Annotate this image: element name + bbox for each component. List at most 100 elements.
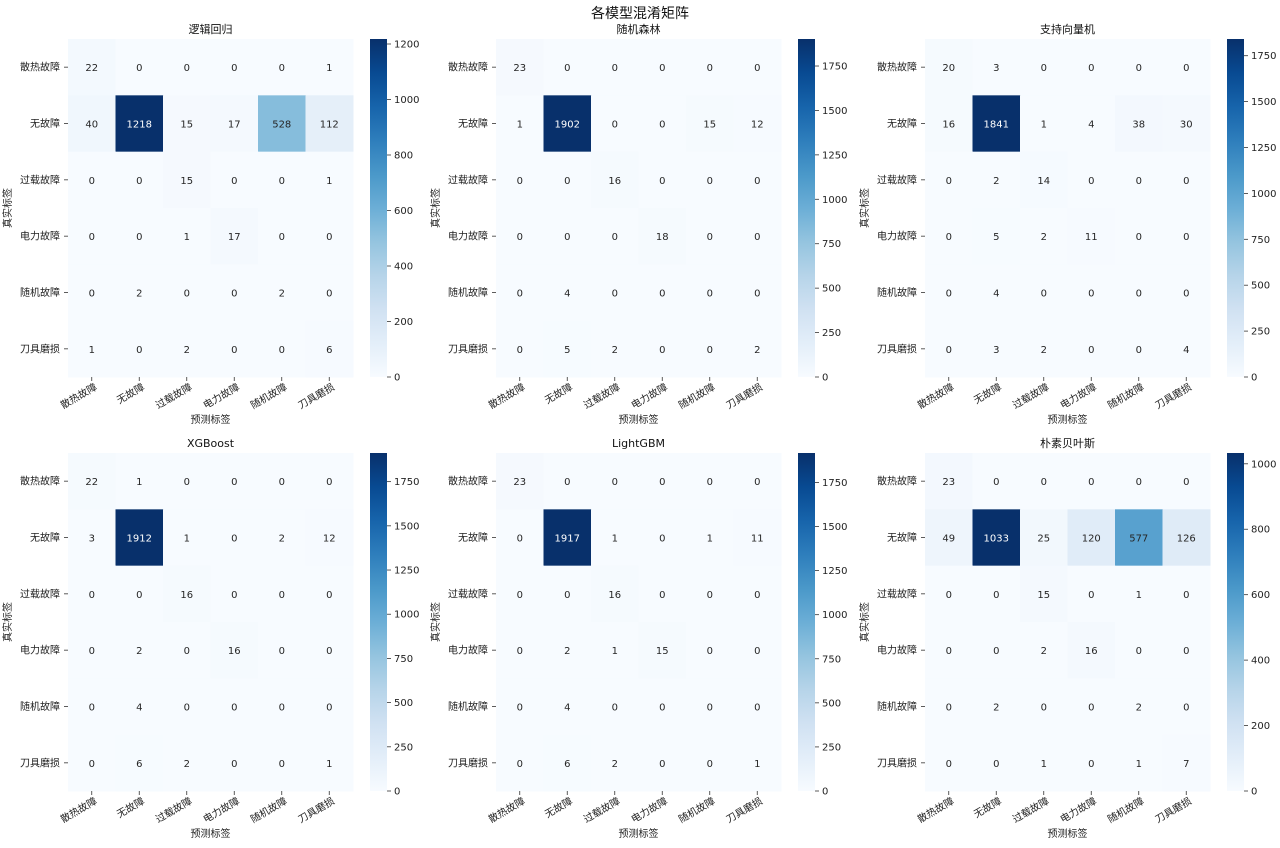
y-axis-label: 真实标签 — [1, 188, 14, 228]
cell-value-label: 2 — [754, 345, 760, 356]
heatmap-cell — [925, 95, 973, 153]
cell-value-label: 0 — [89, 759, 95, 770]
x-tick-label: 电力故障 — [201, 380, 242, 411]
heatmap-cell — [210, 678, 259, 736]
cell-value-label: 0 — [659, 534, 665, 545]
heatmap-cell — [1115, 264, 1163, 322]
colorbar-tick-label: 1750 — [822, 62, 847, 73]
page-title: 各模型混淆矩阵 — [591, 6, 689, 22]
heatmap-cell — [1115, 678, 1163, 736]
heatmap-cell — [543, 734, 592, 792]
cell-value-label: 6 — [326, 345, 332, 356]
heatmap-cell — [925, 734, 973, 792]
cell-value-label: 0 — [1136, 289, 1142, 300]
heatmap-cell — [210, 734, 259, 792]
colorbar — [798, 39, 815, 377]
cell-value-label: 0 — [659, 289, 665, 300]
heatmap-cell — [638, 622, 687, 679]
heatmap-cell — [638, 151, 687, 209]
cell-value-label: 23 — [513, 63, 526, 74]
cell-value-label: 0 — [946, 759, 952, 770]
cell-value-label: 17 — [228, 232, 241, 243]
cell-value-label: 0 — [1136, 232, 1142, 243]
cell-value-label: 0 — [517, 703, 523, 714]
heatmap-cell — [210, 453, 259, 510]
heatmap-cell — [925, 39, 973, 96]
cell-value-label: 0 — [754, 590, 760, 601]
colorbar-tick-label: 1000 — [394, 95, 419, 106]
cell-value-label: 3 — [993, 345, 999, 356]
cell-value-label: 0 — [659, 63, 665, 74]
y-tick-label: 刀具磨损 — [877, 342, 917, 355]
cell-value-label: 2 — [184, 345, 190, 356]
heatmap-cell — [258, 39, 306, 96]
heatmap-cell — [68, 151, 116, 209]
heatmap-cell — [68, 678, 116, 736]
heatmap-cell — [1162, 320, 1211, 378]
colorbar — [370, 39, 387, 377]
heatmap-title: 朴素贝叶斯 — [1040, 436, 1095, 450]
cell-value-label: 0 — [89, 703, 95, 714]
cell-value-label: 0 — [1183, 63, 1189, 74]
cell-value-label: 0 — [1088, 63, 1094, 74]
x-tick-label: 刀具磨损 — [724, 794, 765, 825]
cell-value-label: 0 — [612, 63, 618, 74]
x-tick-label: 无故障 — [542, 794, 574, 820]
heatmap-cell — [733, 453, 782, 510]
cell-value-label: 0 — [1088, 289, 1094, 300]
colorbar-tick-label: 1500 — [394, 521, 419, 532]
heatmap-cell — [210, 151, 259, 209]
heatmap-cell — [972, 565, 1021, 623]
cell-value-label: 1 — [326, 176, 332, 187]
heatmap-cell — [972, 320, 1021, 378]
colorbar-tick-label: 1500 — [1251, 97, 1276, 108]
heatmap-cell — [1020, 565, 1068, 623]
colorbar-tick-label: 1000 — [1251, 189, 1276, 200]
y-tick-label: 电力故障 — [20, 644, 60, 657]
heatmap-cell — [686, 151, 734, 209]
heatmap-cell — [210, 320, 259, 378]
cell-value-label: 0 — [1183, 703, 1189, 714]
heatmap-cell — [163, 678, 211, 736]
heatmap-cell — [163, 95, 211, 153]
cell-value-label: 1 — [136, 477, 142, 488]
cell-value-label: 38 — [1132, 120, 1145, 131]
cell-value-label: 0 — [612, 289, 618, 300]
cell-value-label: 0 — [659, 477, 665, 488]
heatmap-cell — [1162, 453, 1211, 510]
cell-value-label: 0 — [946, 345, 952, 356]
cell-value-label: 0 — [1041, 477, 1047, 488]
heatmap-cell — [163, 622, 211, 679]
heatmap-cell — [258, 208, 306, 265]
cell-value-label: 0 — [517, 646, 523, 657]
heatmap-cell — [686, 678, 734, 736]
heatmap-cell — [638, 39, 687, 96]
cell-value-label: 2 — [1041, 646, 1047, 657]
x-tick-label: 过载故障 — [581, 794, 622, 825]
heatmap-cell — [1162, 678, 1211, 736]
y-tick-label: 电力故障 — [877, 644, 917, 657]
heatmap-cell — [591, 678, 639, 736]
heatmap-cell — [1020, 95, 1068, 153]
cell-value-label: 0 — [1136, 63, 1142, 74]
cell-value-label: 0 — [1088, 703, 1094, 714]
heatmap-cell — [305, 320, 354, 378]
heatmap-cell — [68, 622, 116, 679]
cell-value-label: 15 — [1037, 590, 1050, 601]
cell-value-label: 16 — [180, 590, 193, 601]
y-axis-label: 真实标签 — [1, 602, 14, 642]
cell-value-label: 0 — [754, 646, 760, 657]
heatmap-cell — [1020, 151, 1068, 209]
heatmap-cell — [1162, 264, 1211, 322]
cell-value-label: 15 — [180, 176, 193, 187]
y-tick-label: 电力故障 — [20, 230, 60, 243]
cell-value-label: 2 — [564, 646, 570, 657]
heatmap-cell — [972, 678, 1021, 736]
heatmap-cell — [258, 678, 306, 736]
heatmap-cell — [1162, 95, 1211, 153]
heatmap-cell — [1067, 734, 1116, 792]
x-tick-label: 过载故障 — [581, 380, 622, 411]
cell-value-label: 0 — [946, 703, 952, 714]
cell-value-label: 0 — [136, 63, 142, 74]
heatmap-cell — [1067, 565, 1116, 623]
